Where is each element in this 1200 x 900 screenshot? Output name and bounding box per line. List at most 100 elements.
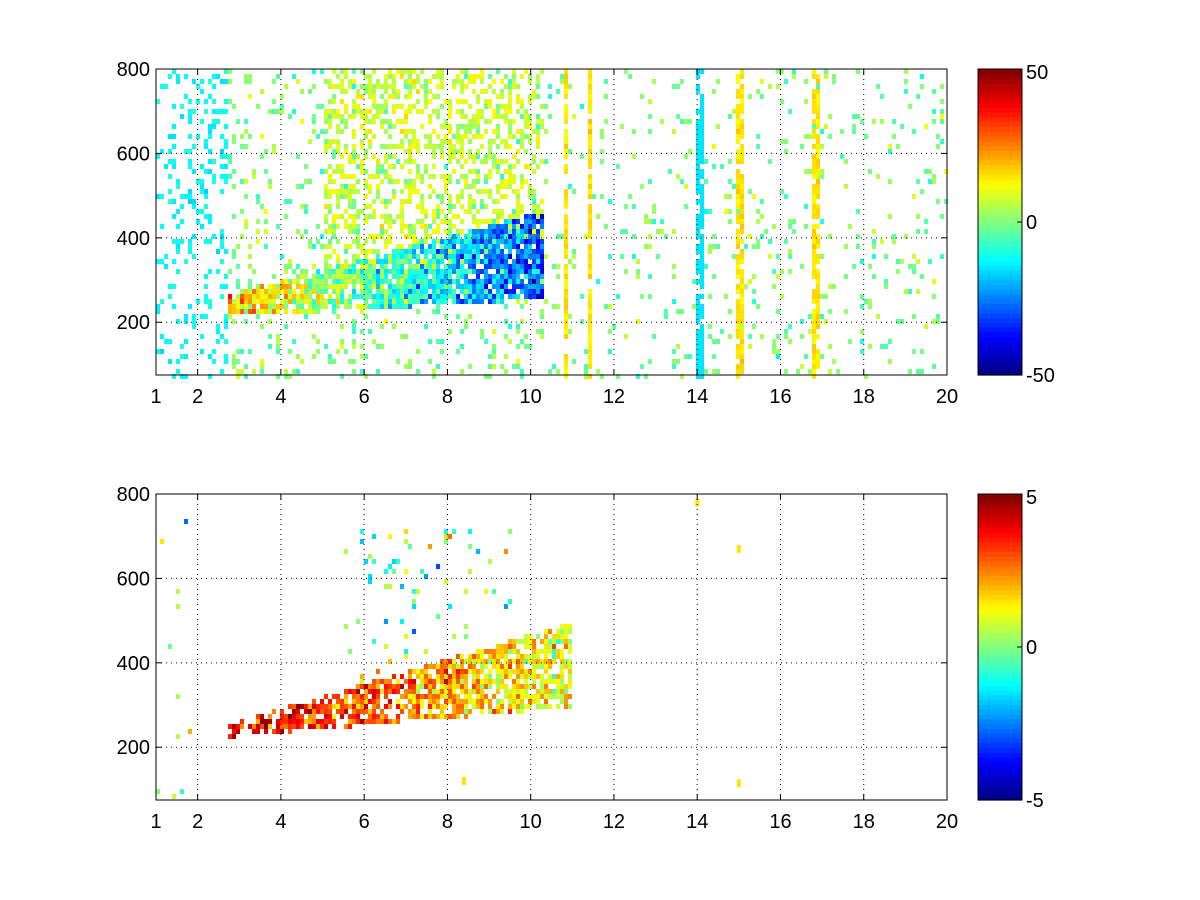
heatmap-cell <box>408 674 412 679</box>
heatmap-cell <box>740 344 744 349</box>
heatmap-cell <box>428 664 432 669</box>
heatmap-cell <box>352 219 356 224</box>
heatmap-cell <box>184 194 188 199</box>
heatmap-cell <box>440 289 444 294</box>
heatmap-cell <box>712 369 716 374</box>
heatmap-cell <box>280 724 284 729</box>
heatmap-cell <box>488 559 492 564</box>
heatmap-cell <box>472 289 476 294</box>
heatmap-cell <box>260 204 264 209</box>
heatmap-cell <box>648 219 652 224</box>
heatmap-cell <box>484 229 488 234</box>
heatmap-cell <box>516 234 520 239</box>
heatmap-cell <box>512 649 516 654</box>
heatmap-cell <box>772 349 776 354</box>
heatmap-cell <box>428 689 432 694</box>
heatmap-cell <box>208 129 212 134</box>
heatmap-cell <box>240 144 244 149</box>
heatmap-cell <box>448 194 452 199</box>
heatmap-cell <box>516 674 520 679</box>
heatmap-cell <box>588 144 592 149</box>
heatmap-cell <box>696 334 700 339</box>
heatmap-cell <box>404 654 408 659</box>
heatmap-cell <box>424 214 428 219</box>
heatmap-cell <box>740 354 744 359</box>
heatmap-cell <box>412 244 416 249</box>
heatmap-cell <box>392 89 396 94</box>
heatmap-cell <box>812 94 816 99</box>
heatmap-cell <box>436 254 440 259</box>
heatmap-cell <box>812 359 816 364</box>
heatmap-cell <box>728 179 732 184</box>
heatmap-cell <box>264 219 268 224</box>
heatmap-cell <box>412 159 416 164</box>
heatmap-cell <box>344 209 348 214</box>
colorbar-segment <box>978 255 1022 261</box>
heatmap-cell <box>544 684 548 689</box>
heatmap-cell <box>500 299 504 304</box>
heatmap-cell <box>532 269 536 274</box>
heatmap-cell <box>444 669 448 674</box>
heatmap-cell <box>876 314 880 319</box>
heatmap-cell <box>536 244 540 249</box>
heatmap-cell <box>448 234 452 239</box>
heatmap-cell <box>328 144 332 149</box>
heatmap-cell <box>440 339 444 344</box>
heatmap-cell <box>812 299 816 304</box>
heatmap-cell <box>300 714 304 719</box>
heatmap-cell <box>384 174 388 179</box>
heatmap-cell <box>512 264 516 269</box>
heatmap-cell <box>428 699 432 704</box>
heatmap-cell <box>700 334 704 339</box>
heatmap-cell <box>384 694 388 699</box>
heatmap-cell <box>648 114 652 119</box>
heatmap-cell <box>316 339 320 344</box>
colorbar-segment <box>978 541 1022 548</box>
heatmap-cell <box>208 374 212 379</box>
heatmap-cell <box>260 369 264 374</box>
heatmap-cell <box>256 724 260 729</box>
heatmap-cell <box>340 704 344 709</box>
heatmap-cell <box>232 724 236 729</box>
heatmap-cell <box>416 169 420 174</box>
heatmap-cell <box>812 364 816 369</box>
heatmap-cell <box>712 234 716 239</box>
heatmap-cell <box>428 139 432 144</box>
heatmap-cell <box>440 199 444 204</box>
heatmap-cell <box>728 309 732 314</box>
heatmap-cell <box>444 219 448 224</box>
heatmap-cell <box>812 109 816 114</box>
heatmap-cell <box>160 224 164 229</box>
heatmap-cell <box>812 99 816 104</box>
heatmap-cell <box>288 259 292 264</box>
heatmap-cell <box>496 164 500 169</box>
heatmap-cell <box>432 369 436 374</box>
heatmap-cell <box>404 679 408 684</box>
heatmap-cell <box>336 114 340 119</box>
heatmap-cell <box>356 164 360 169</box>
heatmap-cell <box>544 694 548 699</box>
heatmap-cell <box>524 654 528 659</box>
heatmap-cell <box>828 234 832 239</box>
heatmap-cell <box>476 659 480 664</box>
heatmap-cell <box>588 89 592 94</box>
heatmap-cell <box>492 694 496 699</box>
colorbar-segment <box>978 116 1022 123</box>
heatmap-cell <box>388 719 392 724</box>
heatmap-cell <box>272 709 276 714</box>
heatmap-cell <box>380 214 384 219</box>
heatmap-cell <box>240 369 244 374</box>
heatmap-cell <box>400 709 404 714</box>
heatmap-cell <box>188 189 192 194</box>
heatmap-cell <box>756 304 760 309</box>
heatmap-cell <box>492 139 496 144</box>
heatmap-cell <box>504 654 508 659</box>
heatmap-cell <box>408 709 412 714</box>
heatmap-cell <box>528 279 532 284</box>
heatmap-cell <box>464 289 468 294</box>
heatmap-cell <box>912 314 916 319</box>
colorbar-segment <box>978 776 1022 782</box>
heatmap-cell <box>400 584 404 589</box>
heatmap-cell <box>524 119 528 124</box>
heatmap-cell <box>236 349 240 354</box>
